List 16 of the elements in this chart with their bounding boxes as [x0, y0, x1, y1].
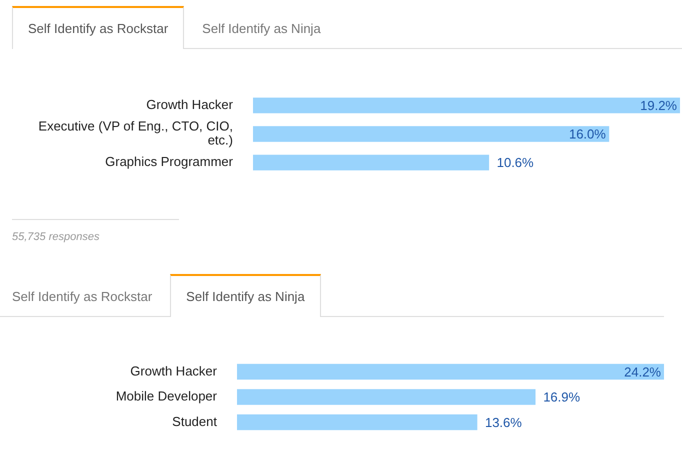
- y-tick-label: Growth Hacker: [146, 97, 234, 112]
- y-tick-label: Mobile Developer: [116, 388, 218, 404]
- data-label: 16.9%: [543, 390, 580, 405]
- selected-tab: Self Identify as Rockstar: [12, 6, 184, 49]
- y-tick-label: Executive (VP of Eng., CTO, CIO, etc.): [38, 118, 233, 148]
- text: 55,735 responses: [12, 230, 100, 244]
- data-label: 24.2%: [624, 364, 662, 380]
- data-label: 16.0%: [568, 126, 606, 142]
- data-label: 10.6%: [496, 155, 534, 170]
- y-tick-label: Growth Hacker: [130, 363, 218, 378]
- data-label: 19.2%: [640, 98, 678, 114]
- y-tick-label: Student: [172, 414, 218, 429]
- selected-tab: Self Identify as Ninja: [170, 274, 321, 317]
- data-label: 13.6%: [484, 414, 522, 430]
- y-tick-label: Graphics Programmer: [105, 154, 234, 170]
- chart-title: Self Identify as Ninja: [186, 289, 305, 304]
